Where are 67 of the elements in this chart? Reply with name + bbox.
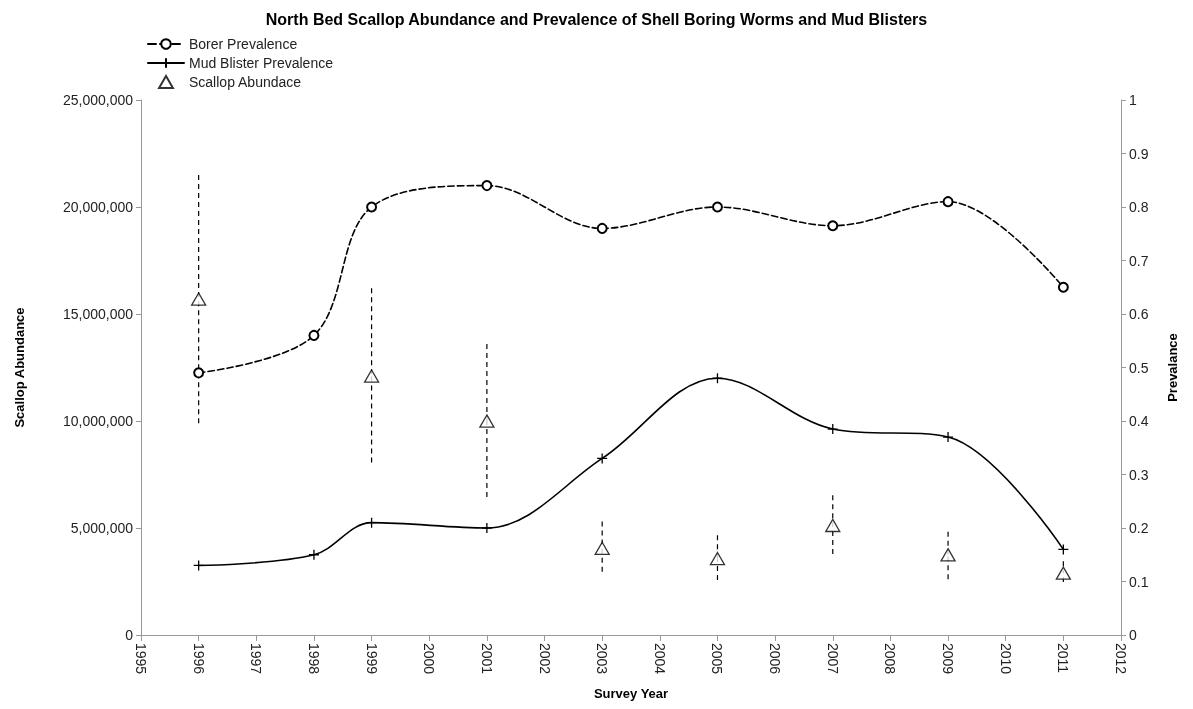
x-tick-label: 2003 xyxy=(594,643,611,675)
y-tick-label: 10,000,000 xyxy=(62,413,134,429)
y2-tick-label: 0.2 xyxy=(1129,520,1149,536)
legend-label: Borer Prevalence xyxy=(189,36,298,52)
point xyxy=(193,559,205,572)
x-tick-label: 2010 xyxy=(997,643,1014,675)
y2-tick-label: 0 xyxy=(1129,627,1137,643)
y2-tick-label: 0.6 xyxy=(1129,306,1149,322)
x-tick-label: 2007 xyxy=(824,643,841,675)
point xyxy=(827,423,839,435)
y-axis-title: Scallop Abundance xyxy=(12,307,27,428)
legend-label: Scallop Abundace xyxy=(189,74,302,90)
point xyxy=(366,201,378,213)
point xyxy=(191,292,207,306)
point xyxy=(481,180,493,192)
point xyxy=(942,431,954,443)
point xyxy=(711,372,724,384)
point xyxy=(1057,281,1069,293)
x-tick-label: 1997 xyxy=(248,643,265,675)
x-tick-label: 2005 xyxy=(709,643,726,675)
y2-tick-label: 0.1 xyxy=(1129,573,1149,590)
point xyxy=(596,222,608,234)
point xyxy=(1057,543,1069,556)
y-tick-label: 25,000,000 xyxy=(62,92,134,108)
x-tick-label: 2011 xyxy=(1055,643,1072,674)
x-tick-label: 1995 xyxy=(133,643,149,675)
point xyxy=(363,369,380,383)
point xyxy=(825,518,841,533)
x-tick-label: 2002 xyxy=(536,643,553,675)
x-axis-title: Survey Year xyxy=(593,686,669,701)
point xyxy=(479,414,495,428)
x-tick-label: 2006 xyxy=(767,643,784,675)
point xyxy=(711,201,723,213)
point xyxy=(827,220,839,232)
y-tick-label: 15,000,000 xyxy=(62,306,134,322)
y2-tick-label: 0.9 xyxy=(1129,145,1149,162)
x-tick-label: 1999 xyxy=(363,643,380,675)
y-tick-label: 20,000,000 xyxy=(62,199,134,215)
x-tick-label: 2004 xyxy=(651,643,668,675)
point xyxy=(594,541,610,556)
chart-title: North Bed Scallop Abundance and Prevalence of Shell Boring Worms and Mud Blisters xyxy=(265,10,928,28)
y-tick-label: 5,000,000 xyxy=(70,520,134,536)
point xyxy=(940,548,956,562)
x-tick-label: 2001 xyxy=(478,643,495,675)
y2-axis-title: Prevalance xyxy=(1165,333,1180,402)
y2-tick-label: 0.7 xyxy=(1129,252,1149,269)
point xyxy=(308,329,320,341)
y2-tick-label: 1 xyxy=(1129,92,1137,108)
point xyxy=(596,452,608,465)
y2-tick-label: 0.8 xyxy=(1129,199,1149,215)
x-tick-label: 1998 xyxy=(305,643,322,675)
x-tick-label: 2012 xyxy=(1113,643,1129,675)
x-tick-label: 2009 xyxy=(940,643,957,675)
y2-tick-label: 0.5 xyxy=(1129,359,1149,376)
x-tick-label: 2000 xyxy=(421,643,438,675)
y2-tick-label: 0.3 xyxy=(1129,466,1149,483)
x-tick-label: 1996 xyxy=(190,643,207,675)
y2-tick-label: 0.4 xyxy=(1129,413,1149,429)
x-tick-label: 2008 xyxy=(882,643,899,675)
y-tick-label: 0 xyxy=(125,627,134,643)
point xyxy=(481,522,493,534)
legend-label: Mud Blister Prevalence xyxy=(189,55,334,71)
point xyxy=(942,196,954,208)
point xyxy=(193,367,205,379)
point xyxy=(709,551,726,566)
point xyxy=(308,549,320,561)
point xyxy=(365,517,378,529)
